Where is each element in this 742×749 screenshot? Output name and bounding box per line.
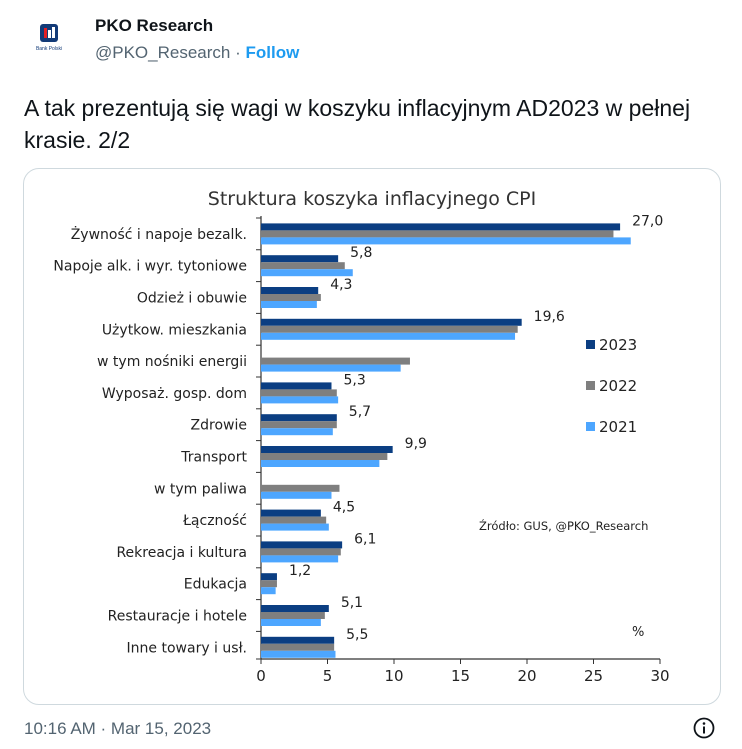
bar-2021 [261,237,631,245]
category-label: Inne towary i usł. [127,640,247,656]
legend-label: 2023 [599,336,637,354]
bar-2021 [261,619,321,626]
category-label: Żywność i napoje bezalk. [71,225,247,243]
legend-label: 2021 [599,418,637,436]
bar-2021 [261,491,332,499]
data-label: 27,0 [632,213,663,229]
bar-2021 [261,301,317,308]
x-tick-label: 25 [584,667,603,685]
data-label: 5,7 [349,404,371,420]
bar-2022 [261,484,340,492]
bar-2023 [261,573,277,581]
x-tick-label: 5 [323,667,333,685]
bar-2023 [261,605,329,612]
tweet-image-card[interactable]: Struktura koszyka inflacyjnego CPI 0 5 10 15… [23,168,721,705]
category-label: Zdrowie [191,418,247,434]
bar-2023 [261,446,393,453]
x-tick-label: 20 [517,667,536,685]
category-label: Łączność [182,513,247,529]
data-label: 5,1 [341,595,363,611]
chart-title: Struktura koszyka inflacyjnego CPI [208,188,536,210]
x-tick-label: 30 [650,667,669,685]
bar-2022 [261,612,325,619]
avatar[interactable]: Bank Polski [26,14,72,60]
author-name[interactable]: PKO Research [95,16,214,35]
data-label: 5,3 [343,372,365,388]
bar-2021 [261,650,336,658]
data-label: 19,6 [534,309,565,325]
bar-2022 [261,230,614,238]
bar-2022 [261,453,388,460]
bar-2021 [261,428,333,436]
bar-2021 [261,364,401,372]
avatar-text: Bank Polski [35,46,63,52]
category-label: Edukacja [184,577,247,593]
tweet-text: A tak prezentują się wagi w koszyku infl… [24,95,691,153]
bar-2022 [261,643,335,651]
bar-2023 [261,382,332,390]
category-label: w tym nośniki energii [97,354,247,370]
data-label: 5,5 [346,627,368,643]
category-label: Odzież i obuwie [137,291,247,307]
separator-dot: · [235,43,241,62]
bar-2022 [261,548,341,556]
x-tick-label: 10 [384,667,403,685]
pko-logo-icon [40,24,58,42]
bar-2023 [261,223,621,231]
bar-2022 [261,294,321,301]
legend-swatch-2023 [586,340,595,349]
category-label: w tym paliwa [154,481,247,497]
bar-2023 [261,255,339,263]
bar-2022 [261,421,337,429]
bar-2022 [261,357,410,365]
category-label: Transport [180,450,247,466]
bar-2021 [261,587,276,595]
bar-2023 [261,287,319,294]
tweet-timestamp[interactable]: 10:16 AM · Mar 15, 2023 [24,719,212,738]
data-label: 4,5 [333,500,355,516]
bar-2022 [261,516,327,524]
category-label: Rekreacja i kultura [116,545,247,561]
bar-2022 [261,580,277,588]
legend-swatch-2021 [586,422,595,431]
bar-2022 [261,325,518,333]
legend-swatch-2022 [586,381,595,390]
bar-2021 [261,460,380,467]
bar-2022 [261,262,345,270]
x-tick-label: 15 [451,667,470,685]
bar-2021 [261,555,339,563]
data-label: 4,3 [330,277,352,293]
author-handle-line: @PKO_Research · Follow [95,43,299,63]
bar-2023 [261,318,522,326]
author-handle[interactable]: @PKO_Research [95,43,231,62]
chart-unit: % [632,625,644,640]
bar-2023 [261,541,343,549]
category-label: Użytkow. mieszkania [102,322,247,338]
data-label: 5,8 [350,245,372,261]
x-tick-label: 0 [256,667,266,685]
category-label: Wyposaż. gosp. dom [102,386,247,402]
bar-2023 [261,636,335,644]
bar-2021 [261,332,516,340]
info-icon[interactable] [693,717,715,739]
data-label: 1,2 [289,563,311,579]
chart-source: Źródło: GUS, @PKO_Research [479,518,648,533]
data-label: 9,9 [405,436,427,452]
data-label: 6,1 [354,531,376,547]
bar-2021 [261,396,339,404]
cpi-basket-chart: Struktura koszyka inflacyjnego CPI 0 5 10 15… [53,188,669,685]
bar-2023 [261,509,321,517]
bar-2021 [261,523,329,531]
bar-2023 [261,414,337,422]
category-label: Napoje alk. i wyr. tytoniowe [53,259,247,275]
bar-2021 [261,269,353,277]
follow-button[interactable]: Follow [245,43,300,62]
category-label: Restauracje i hotele [108,609,247,625]
legend-label: 2022 [599,377,637,395]
bar-2022 [261,389,337,397]
